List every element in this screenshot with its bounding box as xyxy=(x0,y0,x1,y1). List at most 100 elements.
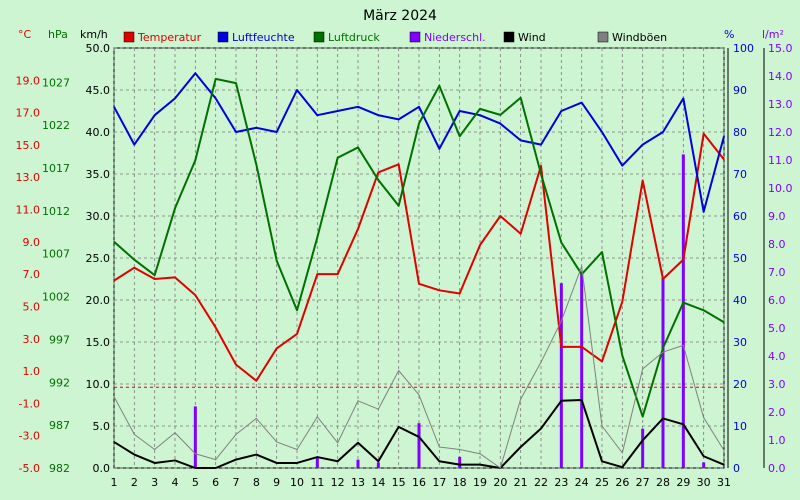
point-0-2 xyxy=(133,267,135,269)
point-2-30 xyxy=(703,309,705,311)
x-tick-15: 15 xyxy=(392,476,406,489)
x-tick-4: 4 xyxy=(172,476,179,489)
point-5-25 xyxy=(601,425,603,427)
point-4-16 xyxy=(418,436,420,438)
point-1-22 xyxy=(540,144,542,146)
point-2-17 xyxy=(438,85,440,87)
point-0-10 xyxy=(296,333,298,335)
point-0-22 xyxy=(540,165,542,167)
tick-pct-6: 40 xyxy=(733,294,747,307)
legend-label-0: Temperatur xyxy=(137,31,202,44)
x-tick-19: 19 xyxy=(473,476,487,489)
point-5-2 xyxy=(133,433,135,435)
point-4-4 xyxy=(174,459,176,462)
x-tick-27: 27 xyxy=(636,476,650,489)
point-1-21 xyxy=(520,139,522,141)
point-1-29 xyxy=(682,97,684,99)
point-2-2 xyxy=(133,259,135,261)
point-2-4 xyxy=(174,207,176,209)
point-5-16 xyxy=(418,394,420,396)
x-tick-20: 20 xyxy=(493,476,507,489)
point-0-3 xyxy=(154,278,156,280)
point-4-29 xyxy=(682,423,684,425)
point-2-19 xyxy=(479,108,481,110)
legend-swatch-2 xyxy=(313,31,325,43)
tick-kmh-6: 20.0 xyxy=(86,294,111,307)
point-0-21 xyxy=(520,233,522,235)
point-1-23 xyxy=(560,110,562,112)
bar-rain-18 xyxy=(458,456,462,468)
point-1-12 xyxy=(337,110,339,112)
point-1-20 xyxy=(499,123,501,125)
point-0-26 xyxy=(621,301,623,303)
tick-pct-2: 80 xyxy=(733,126,747,139)
point-4-30 xyxy=(703,455,705,457)
point-5-1 xyxy=(113,396,115,398)
bar-rain-29 xyxy=(681,154,685,468)
tick-pct-1: 90 xyxy=(733,84,747,97)
point-5-22 xyxy=(540,361,542,363)
point-1-24 xyxy=(581,102,583,104)
tick-rain-10: 5.0 xyxy=(768,322,786,335)
bar-rain-30 xyxy=(702,462,706,468)
point-0-24 xyxy=(581,346,583,348)
tick-hpa-7: 992 xyxy=(49,376,70,389)
legend-label-1: Luftfeuchte xyxy=(232,31,295,44)
legend-swatch-5 xyxy=(597,31,609,43)
point-0-13 xyxy=(357,228,359,230)
point-4-27 xyxy=(642,439,644,441)
x-tick-13: 13 xyxy=(351,476,365,489)
point-5-14 xyxy=(377,408,379,410)
point-2-8 xyxy=(255,163,257,166)
point-1-5 xyxy=(194,72,196,74)
point-0-19 xyxy=(479,244,481,246)
point-1-11 xyxy=(316,114,318,116)
tick-rain-12: 3.0 xyxy=(768,378,786,391)
tick-rain-15: 0.0 xyxy=(768,462,786,475)
tick-rain-2: 13.0 xyxy=(768,98,793,111)
point-2-21 xyxy=(520,97,522,99)
point-0-11 xyxy=(316,273,318,275)
tick-rain-11: 4.0 xyxy=(768,350,786,363)
tick-kmh-8: 10.0 xyxy=(86,378,111,391)
point-0-20 xyxy=(499,215,501,217)
tick-temp-2: 15.0 xyxy=(16,139,41,152)
point-1-15 xyxy=(398,118,400,120)
point-5-29 xyxy=(682,344,684,346)
point-2-27 xyxy=(642,415,644,418)
point-5-15 xyxy=(398,369,400,372)
point-1-9 xyxy=(276,131,278,133)
point-5-30 xyxy=(703,417,705,419)
x-tick-8: 8 xyxy=(253,476,260,489)
tick-rain-0: 15.0 xyxy=(768,42,793,55)
point-0-12 xyxy=(337,273,339,275)
point-0-1 xyxy=(113,280,115,282)
x-tick-29: 29 xyxy=(676,476,690,489)
x-tick-30: 30 xyxy=(697,476,711,489)
point-1-28 xyxy=(662,131,664,133)
point-5-8 xyxy=(255,417,257,420)
x-tick-3: 3 xyxy=(151,476,158,489)
bar-rain-11 xyxy=(315,456,319,468)
point-2-15 xyxy=(398,205,400,207)
unit-hpa: hPa xyxy=(48,28,68,41)
point-5-28 xyxy=(662,351,664,353)
point-4-17 xyxy=(438,460,440,462)
tick-pct-10: 0 xyxy=(733,462,740,475)
point-2-22 xyxy=(540,173,542,175)
bar-rain-5 xyxy=(193,406,197,468)
bar-rain-23 xyxy=(559,283,563,468)
tick-kmh-9: 5.0 xyxy=(93,420,111,433)
tick-rain-7: 8.0 xyxy=(768,238,786,251)
point-5-18 xyxy=(459,448,461,451)
x-tick-1: 1 xyxy=(111,476,118,489)
tick-temp-10: -1.0 xyxy=(19,397,40,410)
tick-pct-3: 70 xyxy=(733,168,747,181)
point-0-8 xyxy=(255,380,257,382)
point-2-3 xyxy=(154,274,156,276)
unit-temp: °C xyxy=(18,28,32,41)
tick-kmh-3: 35.0 xyxy=(86,168,111,181)
tick-kmh-7: 15.0 xyxy=(86,336,111,349)
point-2-14 xyxy=(377,179,379,181)
point-1-10 xyxy=(296,89,298,91)
